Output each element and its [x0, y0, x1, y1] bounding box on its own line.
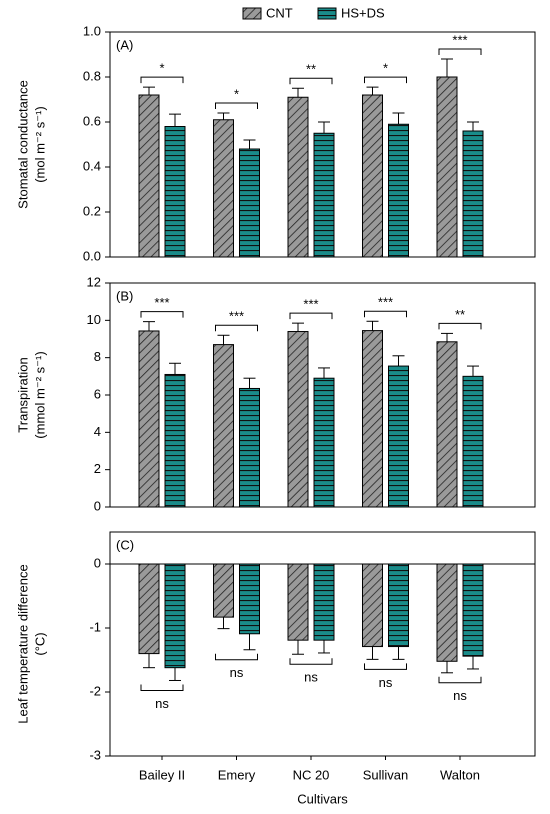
significance-label: ns [453, 688, 467, 703]
significance-label: *** [452, 32, 467, 47]
significance-label: * [159, 61, 164, 76]
y-tick-label: 0.6 [83, 113, 101, 128]
significance-label: ** [306, 62, 316, 77]
significance-bracket [289, 312, 333, 320]
significance-label: * [383, 61, 388, 76]
bar [388, 563, 409, 648]
significance-bracket [364, 76, 407, 84]
y-tick-label: 8 [94, 349, 101, 364]
significance-bracket [438, 322, 482, 330]
panel-label: (B) [116, 288, 133, 303]
bar [287, 563, 309, 641]
bar [462, 375, 484, 508]
bar [436, 76, 458, 258]
bar [164, 373, 186, 508]
significance-bracket [140, 684, 184, 691]
bar [462, 563, 484, 657]
bar [239, 563, 260, 635]
bar [138, 94, 160, 258]
y-tick-label: 0 [94, 555, 101, 570]
significance-bracket [215, 102, 258, 109]
significance-bracket [140, 76, 184, 84]
y-tick-label: 6 [94, 386, 101, 401]
bar [388, 365, 409, 508]
significance-bracket [289, 658, 333, 665]
bar [138, 330, 160, 508]
x-axis-title: Cultivars [297, 791, 348, 806]
significance-label: ns [230, 665, 244, 680]
legend-label: HS+DS [341, 5, 385, 20]
y-tick-label: 0 [94, 498, 101, 513]
significance-bracket [364, 310, 407, 318]
bar [388, 123, 409, 258]
y-tick-label: 0.0 [83, 248, 101, 263]
x-tick-label: Sullivan [363, 767, 409, 782]
plot-frame [109, 531, 536, 757]
x-tick-label: Walton [440, 767, 480, 782]
y-tick-label: 0.8 [83, 68, 101, 83]
panel-label: (A) [116, 37, 133, 52]
y-tick-label: -3 [89, 747, 101, 762]
bar [462, 130, 484, 258]
bar [138, 563, 160, 655]
y-tick-label: 1.0 [83, 23, 101, 38]
y-tick-label: -1 [89, 619, 101, 634]
bar [313, 132, 335, 258]
significance-bracket [140, 311, 184, 318]
significance-label: ns [304, 670, 318, 685]
legend-label: CNT [266, 5, 293, 20]
y-tick-label: 12 [87, 274, 101, 289]
y-axis-title: (°C) [32, 632, 47, 655]
significance-label: ns [379, 675, 393, 690]
y-tick-label: -2 [89, 683, 101, 698]
bar [287, 96, 309, 258]
bar [313, 377, 335, 508]
bar [164, 126, 186, 258]
significance-bracket [215, 324, 258, 332]
bar [239, 387, 260, 508]
significance-bracket [438, 48, 482, 55]
y-axis-title: (mol m⁻² s⁻¹) [32, 106, 47, 183]
x-tick-label: Bailey II [139, 767, 185, 782]
significance-bracket [289, 77, 333, 85]
bar [362, 563, 383, 648]
significance-bracket [364, 663, 407, 670]
bar [213, 119, 234, 258]
significance-label: *** [378, 295, 393, 310]
x-tick-label: NC 20 [293, 767, 330, 782]
x-tick-label: Emery [218, 767, 256, 782]
bar [239, 148, 260, 258]
significance-label: *** [154, 295, 169, 310]
significance-label: *** [303, 297, 318, 312]
y-tick-label: 0.2 [83, 203, 101, 218]
y-axis-title: (mmol m⁻² s⁻¹) [32, 351, 47, 438]
y-tick-label: 2 [94, 461, 101, 476]
legend-swatch [317, 7, 337, 20]
significance-label: ** [455, 307, 465, 322]
y-tick-label: 4 [94, 424, 101, 439]
significance-bracket [215, 653, 258, 661]
bar [213, 563, 234, 618]
y-axis-title: Transpiration [15, 357, 30, 432]
bar [362, 330, 383, 508]
bar [436, 563, 458, 662]
bar [164, 563, 186, 669]
legend-swatch [242, 7, 262, 20]
significance-label: * [234, 86, 239, 101]
significance-bracket [438, 676, 482, 684]
bar [436, 341, 458, 508]
y-axis-title: Stomatal conductance [15, 80, 30, 209]
bar [287, 331, 309, 508]
panel-label: (C) [116, 537, 134, 552]
bar [213, 344, 234, 508]
y-tick-label: 0.4 [83, 158, 101, 173]
significance-label: ns [155, 696, 169, 711]
significance-label: *** [229, 309, 244, 324]
bar [362, 94, 383, 258]
bar [313, 563, 335, 641]
y-axis-title: Leaf temperature difference [15, 564, 30, 723]
y-tick-label: 10 [87, 312, 101, 327]
